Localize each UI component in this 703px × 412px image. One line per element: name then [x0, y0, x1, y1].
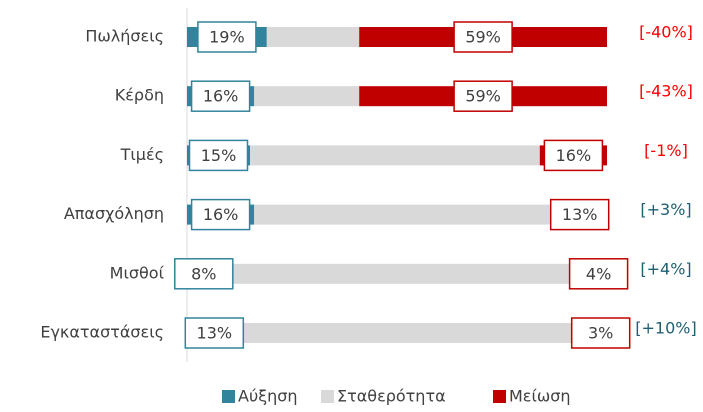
bar-segment: [220, 263, 591, 284]
net-change-label: [+10%]: [635, 319, 696, 338]
legend-label: Μείωση: [509, 387, 571, 406]
value-label-box: [570, 317, 631, 349]
value-label-box: [184, 317, 245, 349]
net-change-label: [-40%]: [639, 23, 693, 42]
bar-segment: [254, 86, 360, 107]
value-label-box: [174, 258, 234, 290]
value-label: 16%: [203, 87, 239, 106]
legend-swatch: [222, 390, 235, 403]
category-label: Τιμές: [120, 145, 164, 164]
net-change-label: [+3%]: [640, 200, 691, 219]
value-label-box: [190, 198, 251, 231]
value-label: 16%: [556, 146, 592, 165]
value-label-box: [549, 198, 610, 231]
value-label: 59%: [465, 28, 501, 47]
category-label: Κέρδη: [115, 86, 164, 105]
value-label-box: [453, 21, 513, 53]
category-label: Απασχόληση: [64, 204, 164, 223]
value-label: 3%: [588, 324, 613, 343]
value-label-box: [188, 139, 249, 172]
net-change-label: [-1%]: [644, 141, 688, 160]
legend-swatch: [493, 390, 506, 403]
value-label: 13%: [562, 205, 598, 224]
legend-label: Σταθερότητα: [337, 387, 446, 406]
value-label: 16%: [203, 205, 239, 224]
value-label: 4%: [586, 264, 611, 283]
value-label-box: [543, 139, 604, 172]
net-change-label: [+4%]: [640, 259, 691, 278]
category-label: Πωλήσεις: [85, 27, 164, 46]
value-label-box: [197, 21, 257, 53]
category-label: Εγκαταστάσεις: [40, 323, 164, 342]
value-label-box: [453, 80, 513, 112]
bar-segment: [241, 323, 595, 343]
value-label: 59%: [465, 87, 501, 106]
category-label: Μισθοί: [110, 263, 165, 282]
value-label: 13%: [197, 324, 233, 343]
bar-segment: [250, 145, 540, 166]
value-label: 15%: [201, 146, 237, 165]
value-label-box: [568, 258, 629, 290]
legend-label: Αύξηση: [238, 387, 298, 406]
value-label-box: [190, 80, 251, 112]
value-label: 19%: [209, 28, 245, 47]
bar-segment: [266, 27, 360, 47]
value-label: 8%: [191, 264, 216, 283]
bar-segment: [254, 204, 553, 225]
legend-swatch: [321, 390, 334, 403]
net-change-label: [-43%]: [639, 82, 693, 101]
